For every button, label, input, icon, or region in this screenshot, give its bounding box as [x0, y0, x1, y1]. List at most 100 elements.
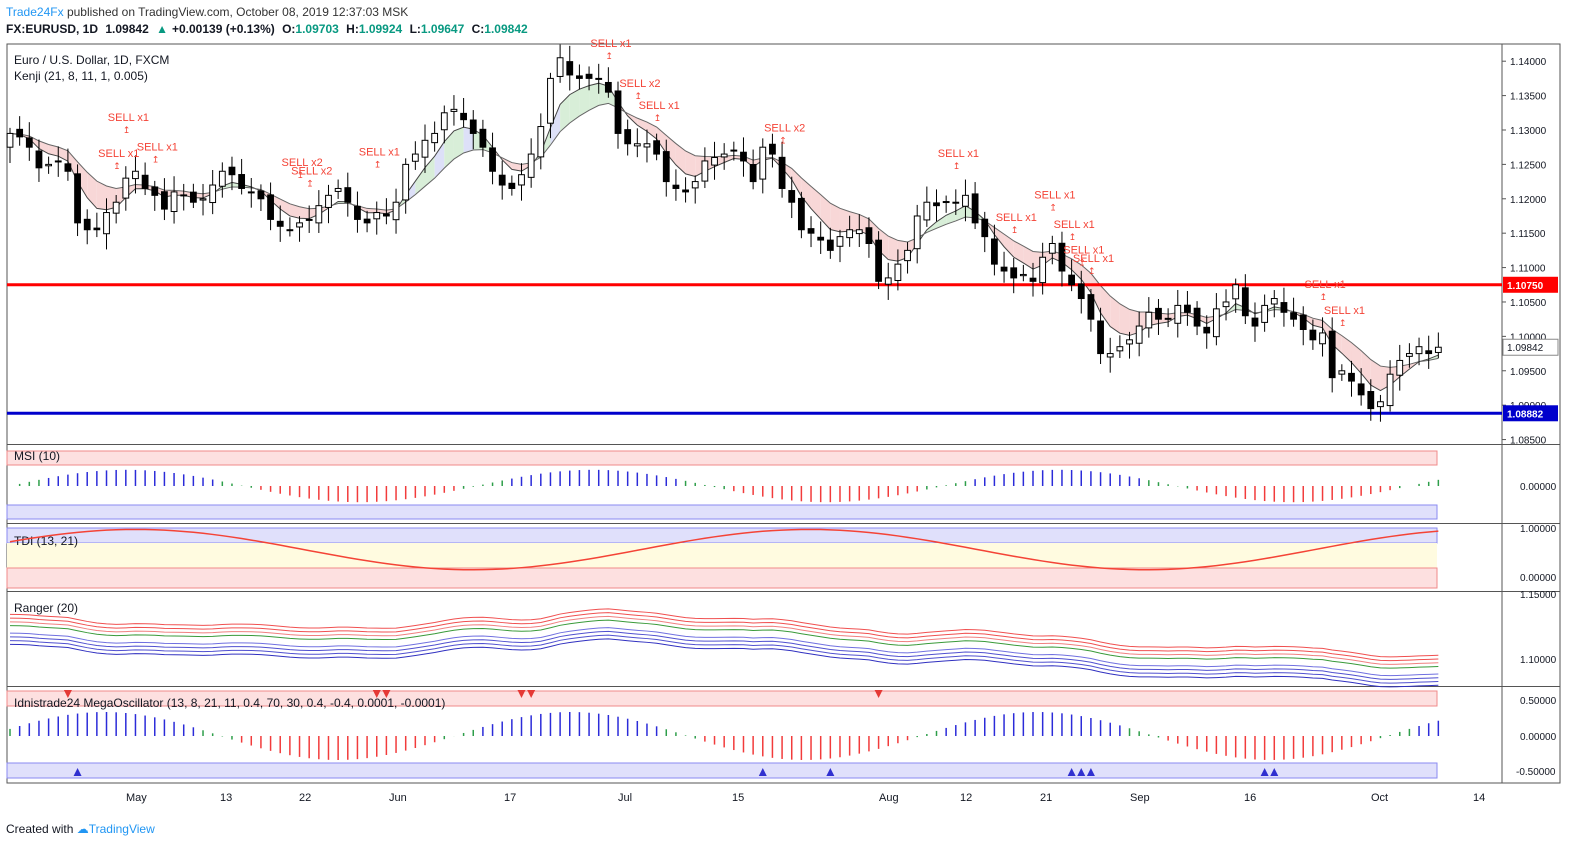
tdi-tick-label: 0.00000: [1520, 573, 1557, 584]
candle: [778, 156, 786, 189]
sell-arrow-icon: ↥: [1069, 232, 1077, 242]
candle: [440, 112, 448, 131]
candle: [276, 220, 284, 227]
candle: [402, 163, 410, 201]
high-label: H:: [346, 22, 359, 36]
candle: [1087, 294, 1095, 320]
candle: [682, 189, 689, 193]
candle: [923, 201, 931, 221]
kenji-cloud-segment: [424, 156, 435, 187]
candle: [1097, 320, 1104, 355]
mega-buy-triangle-icon: [1067, 768, 1076, 776]
time-axis-label: May: [126, 792, 147, 804]
kenji-cloud-segment: [453, 127, 464, 160]
last-price: 1.09842: [105, 22, 149, 36]
mega-buy-triangle-icon: [1086, 768, 1095, 776]
candle: [1348, 372, 1355, 382]
kenji-cloud-segment: [666, 135, 676, 165]
candle: [1357, 383, 1365, 396]
kenji-cloud-segment: [579, 85, 590, 117]
sell-signal-label: SELL x1: [98, 148, 139, 160]
time-axis-label: 21: [1040, 792, 1052, 804]
mega-buy-triangle-icon: [758, 768, 767, 776]
sell-arrow-icon: ↥: [152, 154, 160, 164]
kenji-cloud-segment: [820, 194, 831, 230]
candle: [1241, 287, 1249, 317]
brand-link[interactable]: Trade24Fx: [6, 5, 64, 19]
candle: [103, 212, 110, 235]
ranger-tick-label: 1.10000: [1520, 655, 1557, 666]
kenji-cloud-segment: [77, 161, 88, 198]
candle: [604, 81, 612, 93]
candle: [1251, 317, 1259, 327]
time-axis-label: 14: [1473, 792, 1485, 804]
candle: [547, 77, 554, 124]
candle: [151, 186, 159, 196]
candle: [469, 119, 477, 134]
publish-text: published on TradingView.com, October 08…: [66, 5, 409, 19]
mega-sell-triangle-icon: [63, 690, 72, 698]
time-axis-label: Jun: [389, 792, 407, 804]
ranger-line: [9, 627, 1439, 677]
candle: [35, 150, 43, 169]
high-value: 1.09924: [358, 22, 403, 36]
open-label: O:: [282, 22, 296, 36]
candle: [1116, 346, 1124, 352]
candle: [1280, 302, 1288, 313]
candle: [373, 212, 381, 220]
sell-signal-label: SELL x2: [619, 78, 660, 90]
candle: [855, 229, 863, 235]
kenji-slow-line: [9, 102, 1439, 368]
candle: [730, 149, 738, 152]
candle: [585, 73, 593, 79]
footer-brand[interactable]: TradingView: [88, 822, 155, 836]
sell-arrow-icon: ↥: [1011, 225, 1019, 235]
candle: [1000, 266, 1008, 272]
candle: [826, 239, 834, 251]
sell-arrow-icon: ↥: [1320, 292, 1328, 302]
candle: [238, 174, 246, 189]
time-axis-label: Sep: [1130, 792, 1150, 804]
mega-buy-triangle-icon: [1077, 768, 1086, 776]
candle: [74, 173, 81, 224]
candle: [1212, 308, 1220, 338]
candle: [1155, 307, 1162, 320]
candle: [112, 201, 120, 214]
footer-created-with: Created with: [6, 822, 74, 836]
price-tick-label: 1.13000: [1510, 126, 1547, 137]
sell-signal-label: SELL x1: [1063, 245, 1104, 257]
candle: [1164, 317, 1172, 320]
kenji-cloud-segment: [444, 130, 454, 169]
sell-signal-label: SELL x2: [282, 157, 323, 169]
kenji-cloud-segment: [1341, 335, 1352, 363]
kenji-cloud-segment: [48, 144, 59, 157]
support-price-tag-bg: [1503, 405, 1558, 422]
candle: [1415, 346, 1423, 355]
candle: [1434, 346, 1442, 353]
candle: [1425, 350, 1433, 355]
candle: [614, 90, 622, 134]
candle: [1126, 339, 1133, 345]
ranger-line: [9, 619, 1439, 669]
mega-oscillator-title: Idnistrade24 MegaOscillator (13, 8, 21, …: [14, 696, 445, 710]
candle: [1068, 274, 1076, 286]
sell-signal-label: SELL x1: [938, 148, 979, 160]
time-axis-label: 13: [220, 792, 232, 804]
candle: [498, 174, 506, 186]
candle: [1319, 332, 1326, 345]
candle: [981, 218, 989, 238]
footer: Created with ☁TradingView: [6, 822, 155, 836]
sell-arrow-icon: ↥: [1339, 318, 1347, 328]
ranger-line: [9, 638, 1439, 688]
sell-signal-label: SELL x2: [291, 165, 332, 177]
kenji-cloud-segment: [299, 206, 310, 219]
price-tick-label: 1.13500: [1510, 92, 1547, 103]
kenji-cloud-segment: [1351, 342, 1362, 374]
candle: [344, 187, 352, 203]
candle: [633, 143, 641, 147]
candle: [392, 201, 400, 221]
candle: [962, 194, 969, 207]
tradingview-logo-icon[interactable]: ☁: [76, 822, 89, 836]
last-price-tag: 1.09842: [1507, 343, 1544, 354]
